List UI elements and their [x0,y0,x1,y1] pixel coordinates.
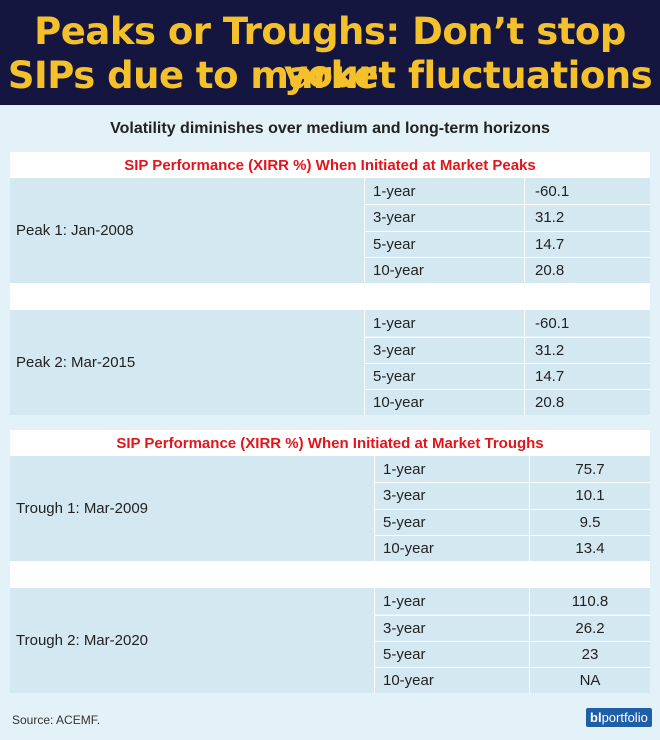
period: 10-year [375,534,530,562]
section-heading: SIP Performance (XIRR %) When Initiated … [10,152,650,178]
period: 3-year [365,336,525,363]
value: 14.7 [525,230,650,257]
value: 75.7 [530,456,650,483]
value: 31.2 [525,204,650,231]
header: Peaks or Troughs: Don’t stop your SIPs d… [0,0,660,105]
logo-bl: bl [590,710,602,725]
group-label: Peak 2: Mar-2015 [10,310,365,416]
value: 20.8 [525,256,650,284]
section-heading: SIP Performance (XIRR %) When Initiated … [10,430,650,456]
period: 3-year [375,614,530,641]
period: 10-year [365,389,525,416]
title-line: SIPs due to market fluctuations [7,54,653,97]
group-label: Trough 2: Mar-2020 [10,588,375,694]
period: 3-year [365,204,525,231]
value: 10.1 [530,482,650,509]
period: 5-year [365,362,525,390]
period: 10-year [365,256,525,284]
value: 26.2 [530,614,650,641]
source: Source: ACEMF. [12,713,101,727]
period: 5-year [375,640,530,668]
group-label: Trough 1: Mar-2009 [10,456,375,562]
period: 5-year [375,508,530,535]
value: 20.8 [525,389,650,416]
period: 1-year [365,178,525,205]
period: 5-year [365,230,525,257]
value: -60.1 [525,310,650,337]
value: 23 [530,640,650,668]
value: 110.8 [530,588,650,615]
period: 3-year [375,482,530,509]
value: 13.4 [530,534,650,562]
group-label: Peak 1: Jan-2008 [10,178,365,284]
value: NA [530,667,650,694]
logo-text: portfolio [601,710,648,725]
value: 14.7 [525,362,650,390]
value: -60.1 [525,178,650,205]
value: 31.2 [525,336,650,363]
period: 1-year [375,456,530,483]
spacer [10,561,650,589]
spacer [10,283,650,311]
period: 10-year [375,667,530,694]
title-line: Peaks or Troughs: Don’t stop your [34,10,626,96]
period: 1-year [375,588,530,615]
subtitle: Volatility diminishes over medium and lo… [110,120,550,137]
value: 9.5 [530,508,650,535]
period: 1-year [365,310,525,337]
logo: blportfolio [586,708,652,727]
